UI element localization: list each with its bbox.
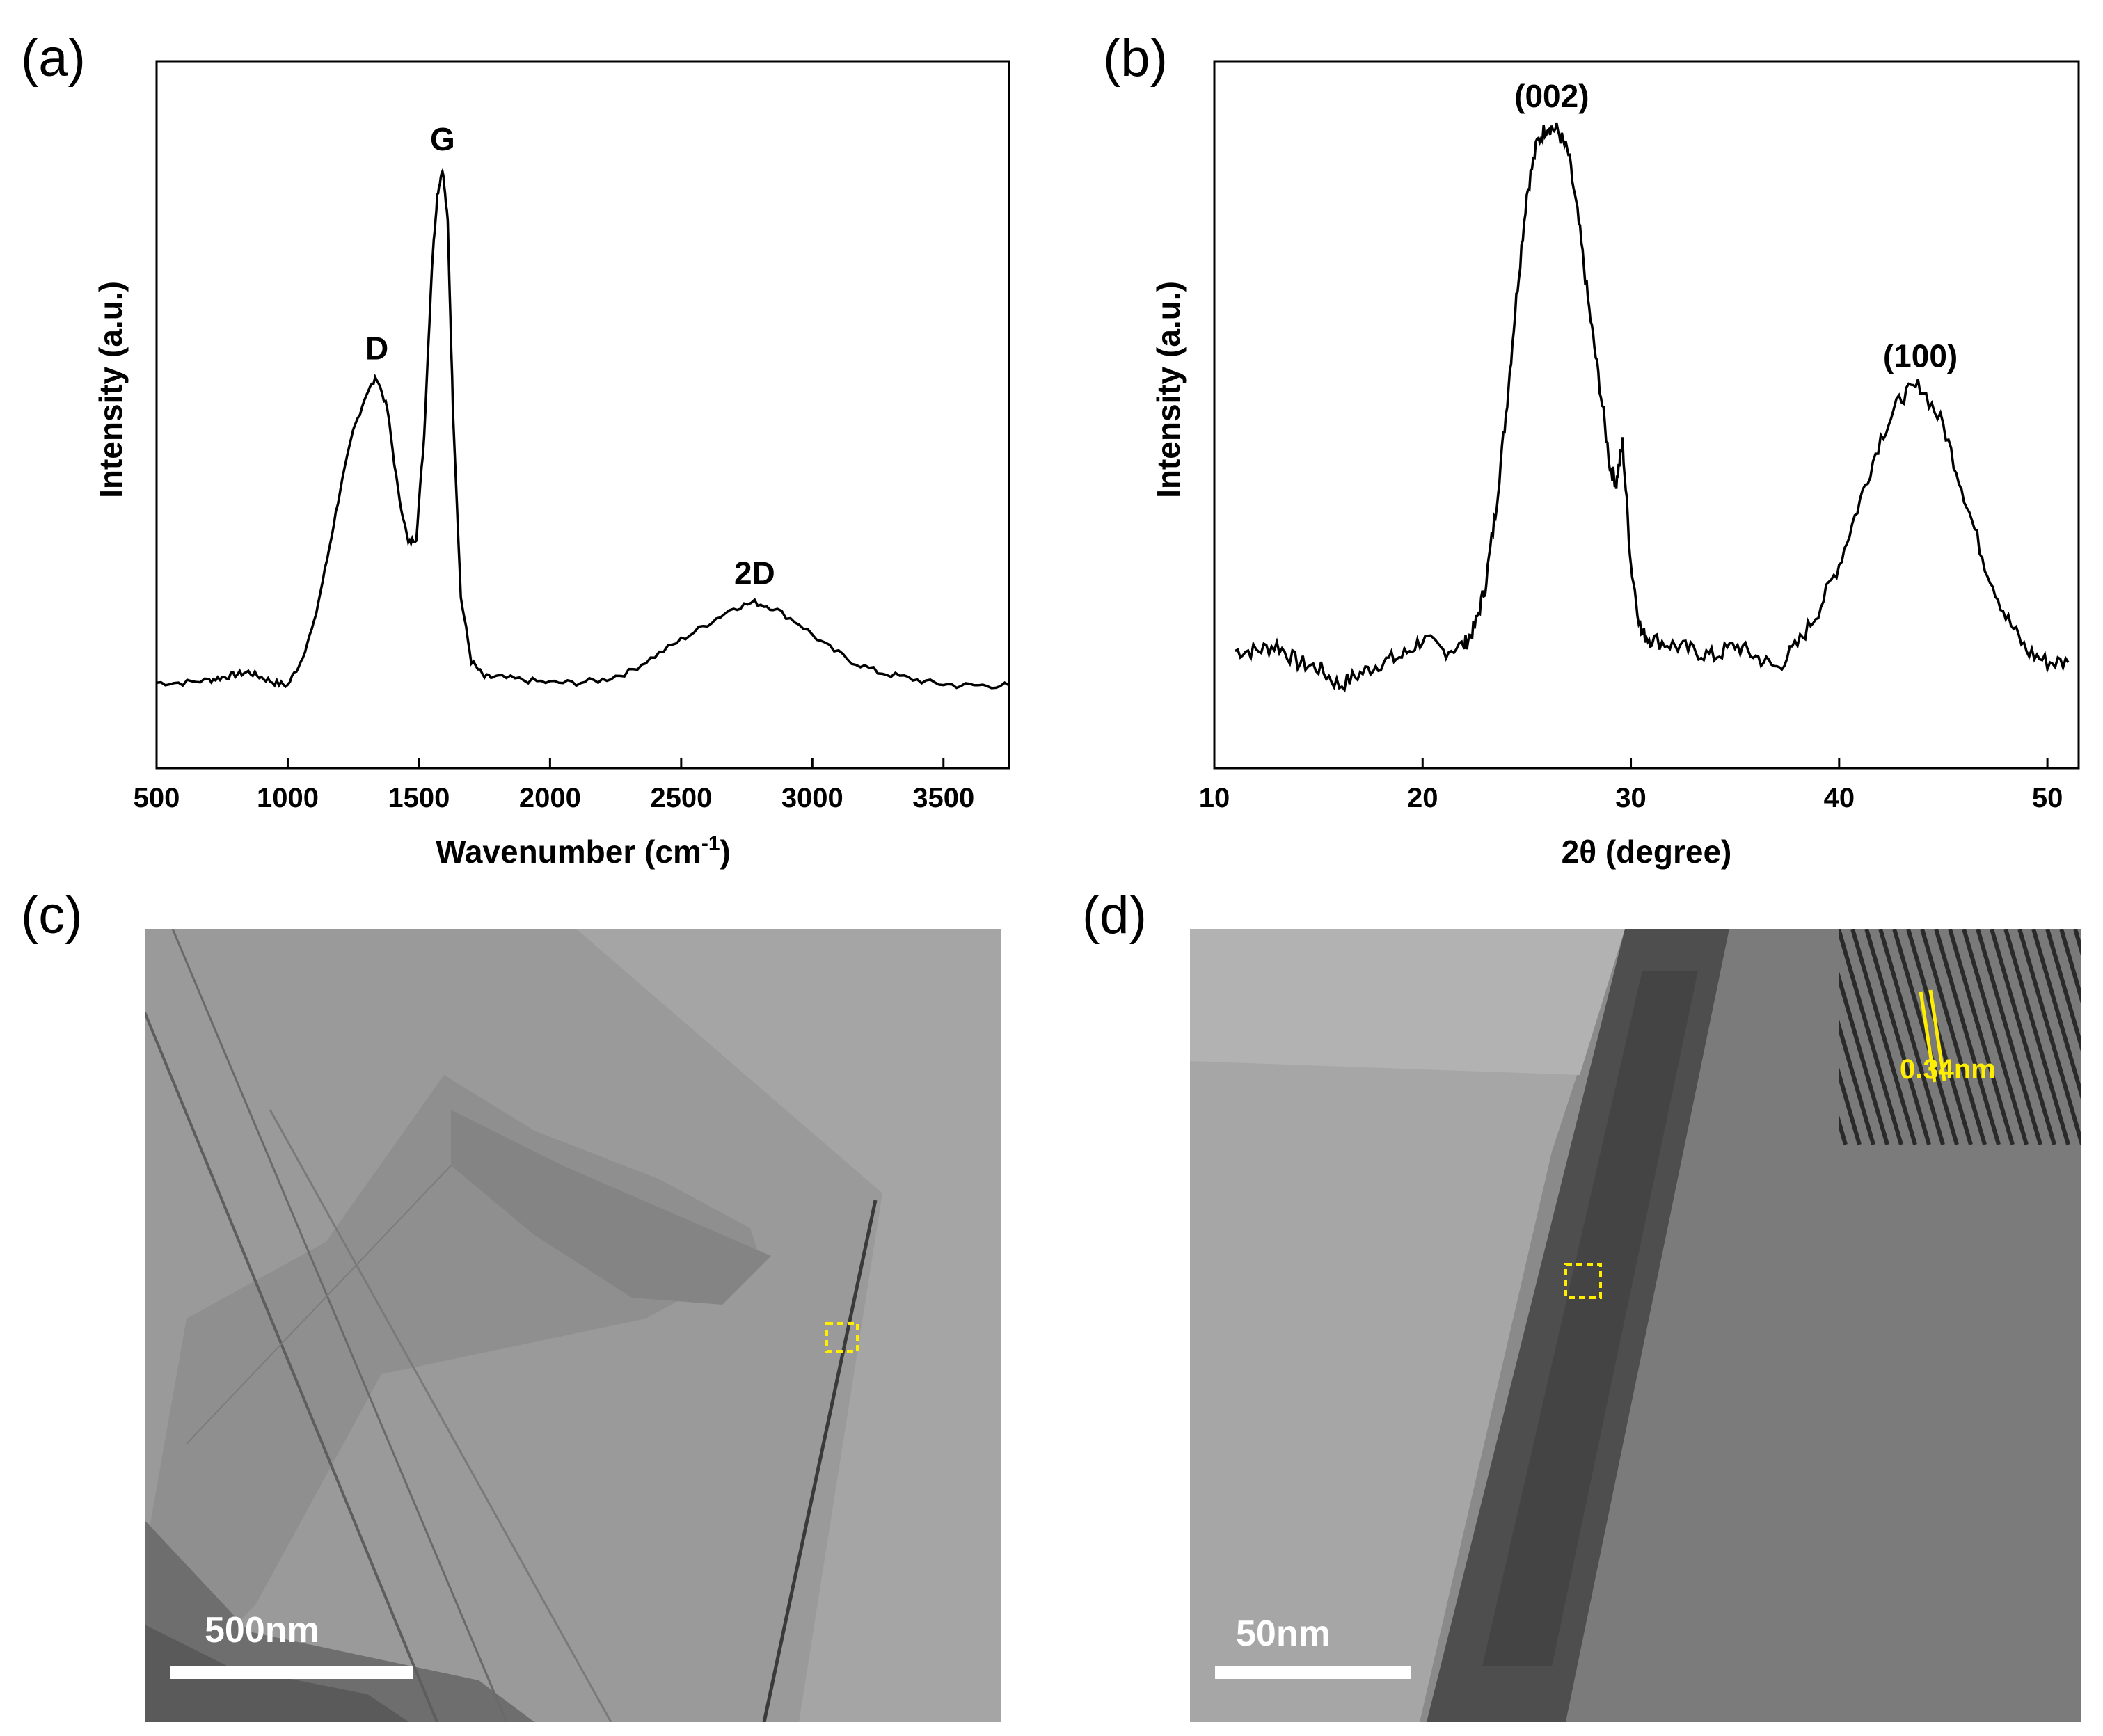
raman-peak-label: 2D [734,555,775,591]
xrd-chart: Intensity (a.u.) 2θ (degree) 10 20 30 40 50 … [1150,60,2080,870]
lattice-fringe [1839,969,1889,1145]
lattice-marker-2 [1928,989,1946,1081]
xrd-xlabel: 2θ (degree) [1562,834,1732,870]
tem-image-c-drawing: 500nm [145,929,1001,1722]
lattice-fringe [1850,929,1917,1145]
xrd-xtick-label: 50 [2032,783,2063,813]
tem-image-d-drawing: 0.34nm 50nm [1190,929,2081,1722]
raman-ylabel: Intensity (a.u.) [93,281,129,498]
panel-label-a: (a) [21,29,86,88]
xrd-series-line [1235,122,2070,693]
xrd-xtick-label: 10 [1199,783,1230,813]
xrd-plot-frame [1213,60,2080,770]
lattice-fringe [1878,929,1945,1145]
tem-d-left-upper [1190,929,1625,1075]
xrd-peak-label: (002) [1514,78,1589,114]
raman-xlabel-sup: -1 [701,832,720,855]
tem-d-scale-bar [1215,1666,1411,1679]
xrd-ylabel: Intensity (a.u.) [1150,281,1187,498]
lattice-fringe [2003,929,2070,1145]
tem-d-scale-label: 50nm [1236,1614,1331,1654]
tem-c-selection-box [825,1322,859,1353]
lattice-fringe [1948,929,2015,1145]
tem-d-inset: 0.34nm [1839,929,2081,1145]
tem-d-left-region [1190,929,1625,1722]
xrd-xtick-label: 40 [1824,783,1855,813]
lattice-marker-1 [1919,991,1937,1083]
lattice-fringe [1906,929,1973,1145]
lattice-fringe [1864,929,1931,1145]
raman-xtick-label: 3500 [912,783,974,813]
tem-c-scale-bar [170,1666,413,1679]
lattice-fringe [1839,1065,1862,1145]
panel-label-b: (b) [1103,29,1168,88]
raman-xtick-label: 2500 [650,783,712,813]
lattice-fringe [2045,929,2081,1052]
xrd-peak-label: (100) [1883,338,1958,374]
raman-xtick-label: 1000 [257,783,319,813]
lattice-fringe [1962,929,2029,1145]
raman-peak-label: D [365,330,388,366]
panel-label-c: (c) [21,886,83,945]
lattice-fringe [2017,929,2081,1145]
xrd-xtick-label: 30 [1615,783,1646,813]
lattice-fringe [1892,929,1959,1145]
tem-d-selection-box [1564,1263,1602,1299]
lattice-fringe [1990,929,2056,1145]
panel-label-d: (d) [1082,886,1147,945]
raman-xlabel-main: Wavenumber (cm [436,834,701,870]
lattice-fringe [1839,1017,1875,1145]
lattice-spacing-label: 0.34nm [1900,1054,1996,1085]
lattice-fringe [1934,929,2001,1145]
tem-image-c: 500nm [145,929,1001,1722]
raman-xtick-label: 500 [134,783,180,813]
raman-xlabel-end: ) [720,834,731,870]
multilayer-region-dark [145,1625,409,1722]
raman-peak-label: G [430,121,455,157]
xrd-xtick-label: 20 [1407,783,1438,813]
raman-xtick-label: 3000 [781,783,843,813]
raman-chart: Intensity (a.u.) Wavenumber (cm-1) 500 10… [93,60,1010,870]
raman-plot-frame [155,60,1010,770]
lattice-fringe [1839,929,1903,1145]
tem-c-scale-label: 500nm [205,1610,319,1650]
lattice-fringe [2031,929,2081,1099]
lattice-fringe [2059,929,2081,1004]
graphene-dark-region [451,1110,771,1305]
raman-xtick-label: 2000 [519,783,581,813]
lattice-fringe [1976,929,2042,1145]
raman-series-line [156,167,1010,690]
tem-image-d: 0.34nm 50nm [1190,929,2081,1722]
raman-xlabel: Wavenumber (cm-1) [436,832,731,870]
tem-d-edge-band-inner [1482,971,1698,1666]
lattice-fringe [1920,929,1987,1145]
raman-xtick-label: 1500 [388,783,450,813]
